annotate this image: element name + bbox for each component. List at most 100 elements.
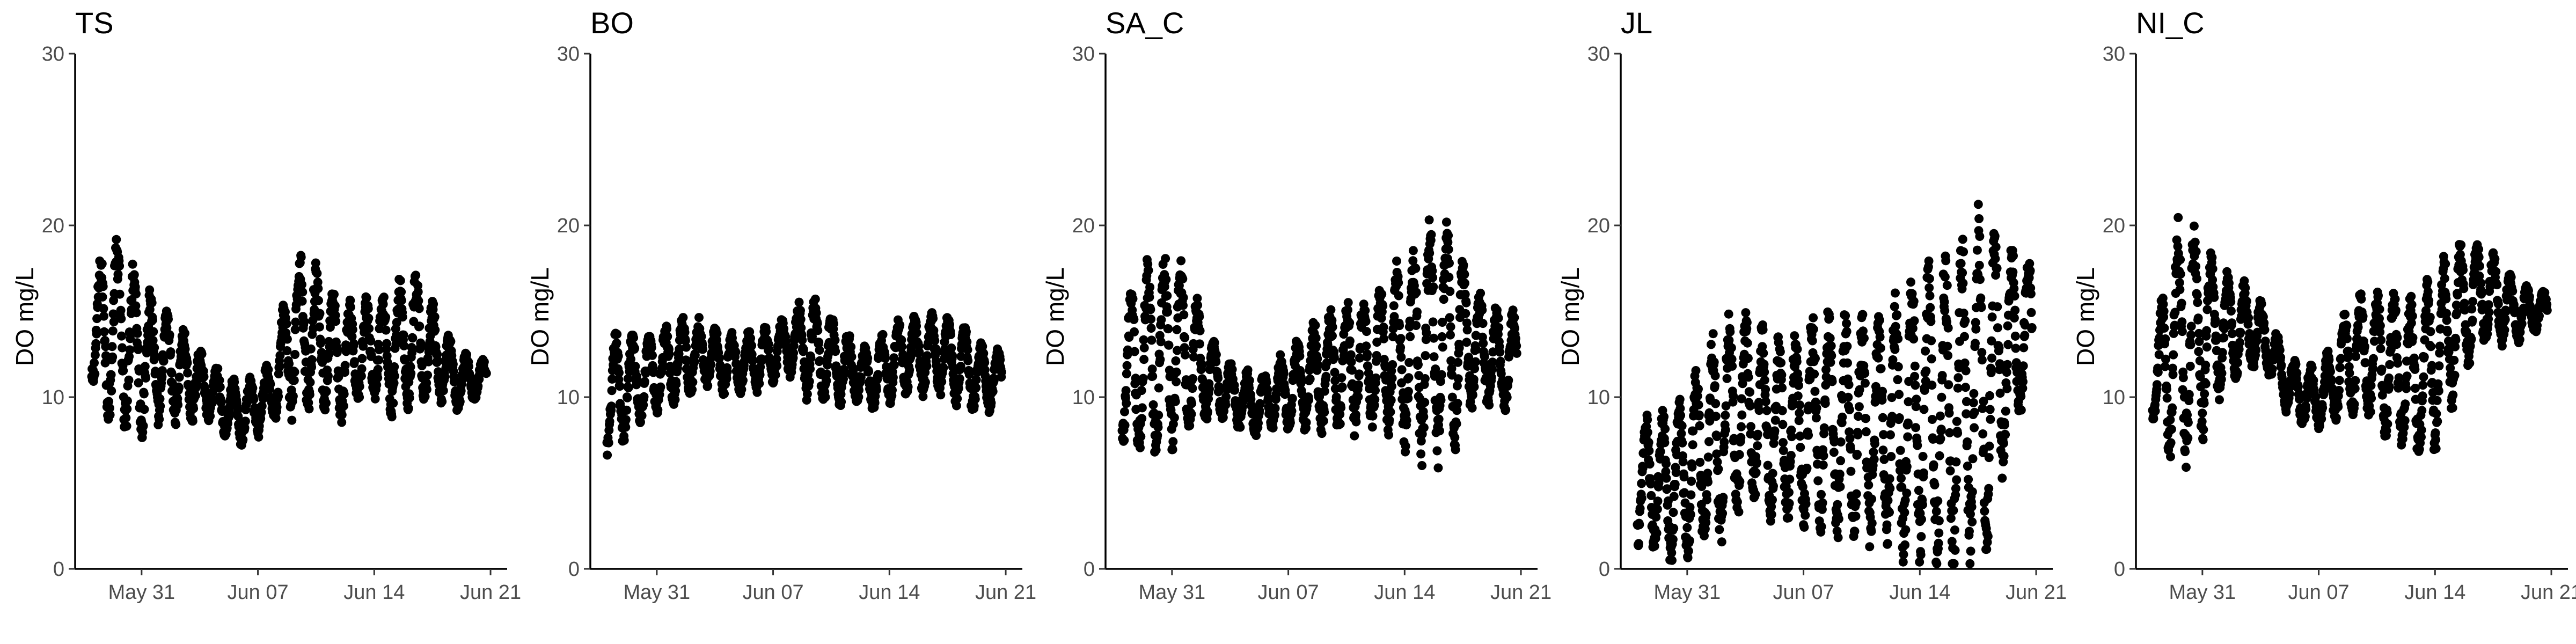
data-point	[1875, 316, 1884, 325]
data-point	[1726, 343, 1736, 353]
data-point	[1779, 438, 1788, 448]
data-point	[1164, 340, 1174, 350]
data-point	[355, 382, 364, 391]
data-point	[1899, 550, 1908, 559]
data-point	[1827, 351, 1836, 361]
data-point	[1345, 318, 1355, 327]
data-point	[325, 342, 334, 352]
data-point	[648, 350, 657, 360]
data-point	[664, 349, 674, 359]
data-point	[2241, 283, 2250, 292]
data-point	[1453, 399, 1462, 408]
data-point	[1846, 466, 1856, 476]
data-point	[254, 432, 264, 442]
data-point	[1879, 430, 1889, 440]
data-point	[1878, 413, 1887, 422]
data-point	[1313, 360, 1322, 369]
data-point	[1829, 437, 1839, 447]
data-point	[1312, 341, 1321, 350]
data-point	[370, 394, 380, 404]
data-point	[680, 327, 690, 337]
data-point	[357, 354, 367, 363]
data-point	[797, 335, 807, 345]
data-point	[440, 372, 450, 382]
data-point	[271, 413, 281, 423]
data-point	[2184, 390, 2194, 399]
data-point	[122, 421, 131, 431]
data-point	[1971, 318, 1980, 327]
data-point	[325, 349, 334, 358]
data-point	[1464, 353, 1474, 362]
data-point	[1411, 264, 1421, 273]
data-point	[288, 391, 298, 401]
data-point	[230, 377, 239, 387]
data-point	[1795, 431, 1805, 441]
data-point	[1157, 315, 1166, 325]
data-point	[1742, 318, 1752, 327]
data-point	[978, 342, 987, 351]
data-point	[1718, 493, 1728, 502]
data-point	[897, 342, 906, 352]
data-point	[291, 317, 301, 327]
data-point	[1679, 472, 1689, 482]
data-point	[1973, 200, 1983, 209]
y-tick-label: 30	[557, 43, 580, 65]
data-point	[1709, 357, 1719, 367]
data-point	[1967, 502, 1977, 511]
data-point	[690, 350, 700, 360]
data-point	[264, 365, 273, 375]
data-point	[2020, 331, 2030, 340]
data-point	[806, 353, 816, 363]
data-point	[142, 348, 151, 357]
data-point	[312, 268, 322, 278]
data-point	[1346, 350, 1356, 360]
data-point	[1173, 346, 1182, 355]
data-point	[140, 362, 150, 371]
data-point	[986, 398, 996, 408]
data-point	[1447, 392, 1457, 402]
data-point	[1935, 411, 1945, 421]
data-point	[1504, 376, 1513, 385]
data-point	[1900, 495, 1910, 505]
data-point	[1751, 468, 1761, 478]
data-point	[121, 413, 131, 423]
data-point	[690, 357, 699, 367]
data-point	[1928, 434, 1938, 444]
data-point	[1835, 470, 1845, 479]
data-point	[357, 364, 367, 374]
data-point	[1372, 338, 1382, 347]
data-point	[99, 327, 109, 336]
data-point	[1727, 354, 1737, 364]
data-point	[2209, 292, 2219, 302]
data-point	[1997, 473, 2007, 483]
data-point	[1668, 535, 1678, 544]
data-point	[356, 371, 366, 381]
data-point	[1368, 411, 1378, 421]
data-point	[1122, 399, 1131, 408]
data-point	[1713, 457, 1722, 467]
data-point	[1904, 397, 1913, 407]
data-point	[2018, 384, 2028, 393]
data-point	[928, 314, 938, 323]
data-point	[1963, 462, 1972, 471]
data-point	[752, 387, 762, 397]
data-point	[2219, 333, 2229, 342]
data-point	[863, 353, 873, 363]
data-points	[2148, 213, 2552, 472]
data-point	[1801, 510, 1810, 520]
data-point	[1370, 394, 1380, 404]
data-point	[971, 375, 981, 385]
data-point	[1319, 416, 1328, 426]
data-points	[602, 294, 1006, 460]
data-point	[1926, 317, 1936, 326]
data-point	[1187, 399, 1197, 408]
data-point	[131, 301, 141, 311]
data-point	[1962, 397, 1971, 406]
data-point	[1858, 310, 1868, 319]
data-point	[1817, 489, 1826, 499]
data-point	[1846, 444, 1855, 454]
data-point	[167, 368, 177, 378]
data-point	[330, 290, 339, 299]
data-point	[1330, 368, 1340, 377]
